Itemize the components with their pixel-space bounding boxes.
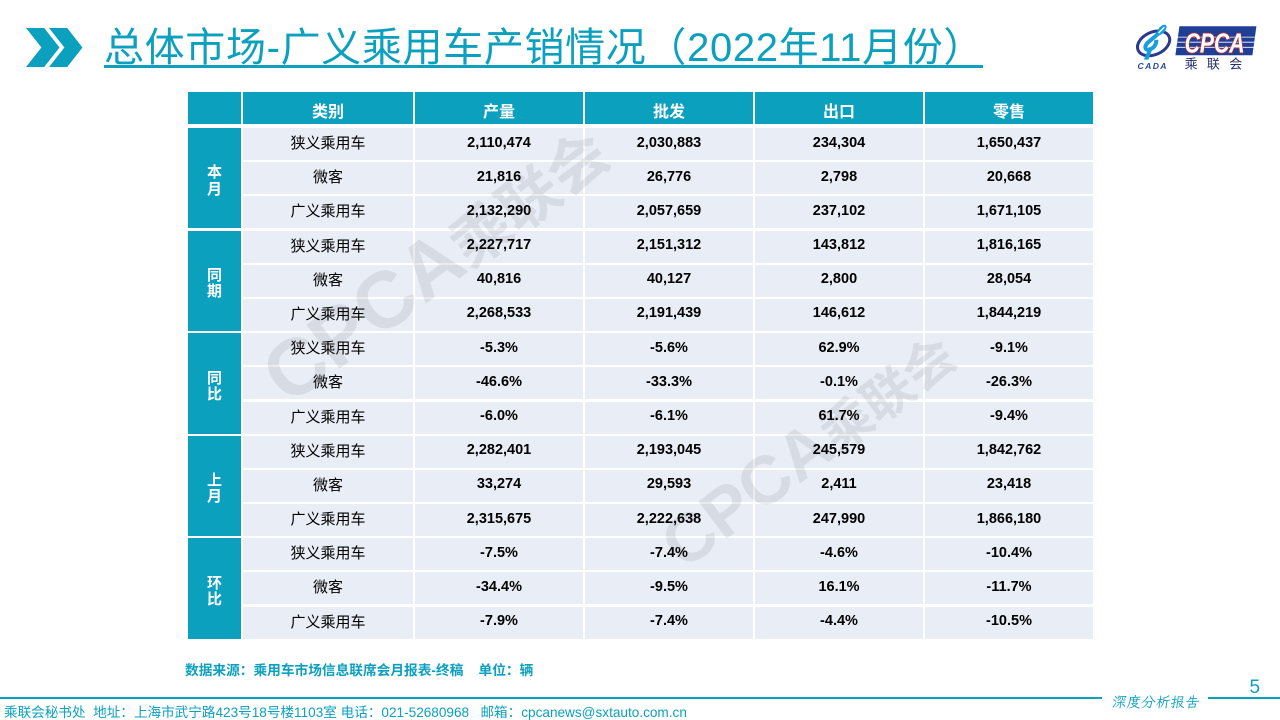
- svg-text:CADA: CADA: [1138, 61, 1167, 71]
- svg-text:乘联会: 乘联会: [1185, 53, 1252, 72]
- svg-text:CPCA: CPCA: [1185, 27, 1245, 58]
